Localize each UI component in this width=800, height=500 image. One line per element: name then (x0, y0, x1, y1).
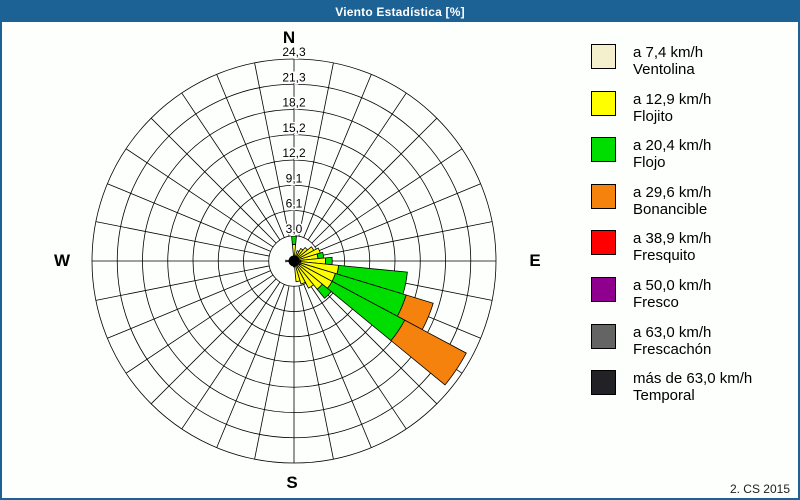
legend-label: a 7,4 km/h Ventolina (633, 43, 703, 78)
grid-spoke (307, 281, 407, 430)
legend-item-ventolina: a 7,4 km/h Ventolina (591, 43, 796, 90)
legend-speed-label: a 12,9 km/h (633, 90, 712, 108)
legend-name-label: Bonancible (633, 200, 708, 218)
grid-spoke (125, 148, 274, 248)
legend-label: a 20,4 km/h Flojo (633, 136, 711, 171)
legend-swatch-bonancible (591, 183, 616, 209)
ring-label: 3,0 (286, 222, 303, 236)
legend-speed-label: a 29,6 km/h (633, 183, 712, 201)
legend-swatch-temporal (591, 370, 616, 396)
legend-item-fresco: a 50,0 km/h Fresco (591, 276, 796, 323)
legend-name-label: Ventolina (633, 61, 695, 78)
legend: a 7,4 km/h Ventolina a 12,9 km/h Flojito a 2… (591, 43, 796, 416)
grid-spoke (311, 117, 438, 244)
grid-spoke (298, 285, 334, 460)
grid-spoke (254, 285, 290, 460)
grid-spoke (311, 278, 438, 405)
legend-speed-label: a 7,4 km/h (633, 44, 704, 61)
legend-name-label: Temporal (633, 387, 695, 405)
wind-rose-petal-flojo (324, 256, 333, 266)
compass-label-n: N (283, 28, 295, 47)
legend-item-flojo: a 20,4 km/h Flojo (591, 136, 796, 183)
wind-rose-petal-flojo (291, 235, 297, 245)
legend-label: más de 63,0 km/h Temporal (633, 369, 752, 404)
legend-label: a 50,0 km/h Fresco (633, 276, 711, 311)
legend-item-bonancible: a 29,6 km/h Bonancible (591, 183, 796, 230)
legend-swatch-fresco (591, 276, 616, 302)
grid-spoke (216, 284, 285, 448)
grid-spoke (95, 265, 270, 301)
legend-label: a 29,6 km/h Bonancible (633, 183, 711, 218)
legend-speed-label: a 50,0 km/h (633, 276, 712, 294)
grid-spoke (307, 92, 407, 241)
wind-rose-petal-bonancible (390, 319, 467, 386)
wind-rose-petal-flojo (316, 283, 332, 299)
legend-item-frescachon: a 63,0 km/h Frescachón (591, 323, 796, 370)
grid-spoke (254, 62, 290, 237)
wind-rose-petal-flojito (293, 260, 315, 289)
grid-spoke (107, 183, 271, 252)
legend-item-fresquito: a 38,9 km/h Fresquito (591, 229, 796, 276)
legend-speed-label: más de 63,0 km/h (633, 370, 753, 388)
grid-spoke (150, 278, 277, 405)
wind-rose-petal-flojito (291, 243, 297, 258)
legend-name-label: Frescachón (633, 340, 712, 358)
legend-label: a 38,9 km/h Fresquito (633, 229, 711, 264)
legend-item-flojito: a 12,9 km/h Flojito (591, 90, 796, 137)
grid-spoke (95, 221, 270, 257)
watermark-text: 2. CS 2015 (729, 482, 790, 496)
grid-spoke (314, 148, 463, 248)
compass-label-w: W (54, 251, 71, 270)
title-bar[interactable]: Viento Estadística [%] (2, 2, 798, 22)
legend-item-temporal: más de 63,0 km/h Temporal (591, 369, 796, 416)
grid-spoke (181, 92, 281, 241)
legend-name-label: Fresco (633, 293, 679, 311)
ring-label: 12,2 (282, 146, 306, 160)
legend-name-label: Fresquito (633, 247, 696, 265)
ring-label: 18,2 (282, 96, 306, 110)
compass-label-s: S (286, 473, 297, 492)
grid-spoke (303, 284, 372, 448)
legend-swatch-ventolina (591, 44, 616, 69)
grid-spoke (216, 74, 285, 238)
grid-spoke (181, 281, 281, 430)
grid-spoke (107, 270, 271, 339)
ring-label: 9,1 (286, 171, 303, 185)
legend-speed-label: a 38,9 km/h (633, 230, 712, 248)
legend-name-label: Flojito (633, 107, 674, 125)
ring-label: 15,2 (282, 121, 306, 135)
grid-spoke (303, 74, 372, 238)
legend-swatch-fresquito (591, 230, 616, 256)
grid-spoke (125, 274, 274, 374)
legend-swatch-flojo (591, 137, 616, 163)
legend-label: a 63,0 km/h Frescachón (633, 323, 711, 358)
legend-name-label: Flojo (633, 154, 666, 172)
legend-swatch-frescachon (591, 323, 616, 349)
legend-swatch-flojito (591, 90, 616, 116)
compass-label-e: E (529, 251, 540, 270)
ring-label: 6,1 (286, 197, 303, 211)
grid-spoke (317, 183, 481, 252)
center-marker (288, 255, 300, 267)
window-title: Viento Estadística [%] (335, 5, 465, 19)
legend-speed-label: a 20,4 km/h (633, 137, 712, 155)
legend-label: a 12,9 km/h Flojito (633, 90, 711, 125)
ring-label: 21,3 (282, 70, 306, 84)
grid-spoke (150, 117, 277, 244)
grid-spoke (298, 62, 334, 237)
ring-label: 24,3 (282, 45, 306, 59)
grid-spoke (318, 221, 493, 257)
wind-rose-petal-flojito (293, 260, 306, 285)
legend-speed-label: a 63,0 km/h (633, 323, 712, 341)
